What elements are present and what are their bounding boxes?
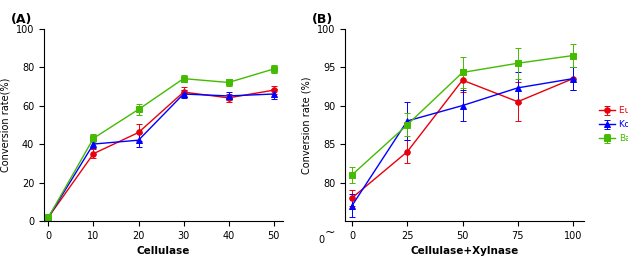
Y-axis label: Conversion rate(%): Conversion rate(%) xyxy=(0,78,10,172)
X-axis label: Cellulase+Xylnase: Cellulase+Xylnase xyxy=(411,246,519,256)
Text: ~: ~ xyxy=(325,226,335,239)
Text: 0: 0 xyxy=(318,236,325,245)
Legend: Europe birch, Korea birch, Bamboo: Europe birch, Korea birch, Bamboo xyxy=(595,103,628,147)
X-axis label: Cellulase: Cellulase xyxy=(137,246,190,256)
Text: (B): (B) xyxy=(312,13,333,26)
Y-axis label: Conversion rate (%): Conversion rate (%) xyxy=(301,76,311,174)
Text: (A): (A) xyxy=(11,13,32,26)
